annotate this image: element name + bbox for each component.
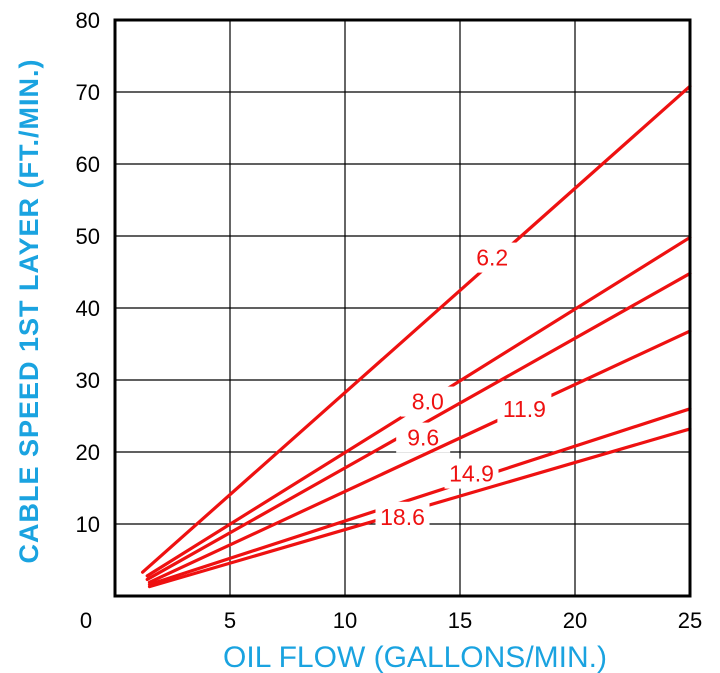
series-label-9.6: 9.6 <box>407 425 439 451</box>
series-label-bg <box>497 393 552 424</box>
y-tick-label: 10 <box>76 512 100 537</box>
y-tick-label: 20 <box>76 440 100 465</box>
series-line-6.2 <box>141 84 692 574</box>
y-axis-label: CABLE SPEED 1ST LAYER (FT./MIN.) <box>14 58 44 563</box>
series-label-18.6: 18.6 <box>380 504 425 530</box>
series-label-6.2: 6.2 <box>476 245 508 271</box>
plot-frame <box>113 18 692 598</box>
series-label-bg <box>465 242 520 273</box>
y-tick-label: 60 <box>76 152 100 177</box>
series-label-11.9: 11.9 <box>503 396 546 422</box>
y-tick-label: 70 <box>76 80 100 105</box>
y-tick-labels: 10 20 30 40 50 60 70 80 <box>76 8 100 537</box>
y-tick-label: 50 <box>76 224 100 249</box>
x-tick-label: 20 <box>563 608 587 633</box>
y-tick-label: 30 <box>76 368 100 393</box>
series-line-14.9 <box>147 407 692 587</box>
y-tick-label: 80 <box>76 8 100 33</box>
x-tick-label: 0 <box>80 608 92 633</box>
y-tick-label: 40 <box>76 296 100 321</box>
series-label-bg <box>375 501 430 532</box>
x-tick-label: 5 <box>224 608 236 633</box>
x-tick-label: 25 <box>678 608 702 633</box>
series-lines: 6.2 8.0 9.6 11.9 14.9 18.6 <box>141 84 692 589</box>
x-axis-label: OIL FLOW (GALLONS/MIN.) <box>223 641 607 673</box>
x-tick-label: 10 <box>333 608 357 633</box>
series-label-14.9: 14.9 <box>449 461 494 487</box>
series-label-bg <box>444 458 499 489</box>
x-tick-label: 15 <box>448 608 472 633</box>
x-tick-labels: 0 5 10 15 20 25 <box>80 608 702 633</box>
series-line-11.9 <box>147 329 692 584</box>
series-label-8.0: 8.0 <box>412 389 444 415</box>
